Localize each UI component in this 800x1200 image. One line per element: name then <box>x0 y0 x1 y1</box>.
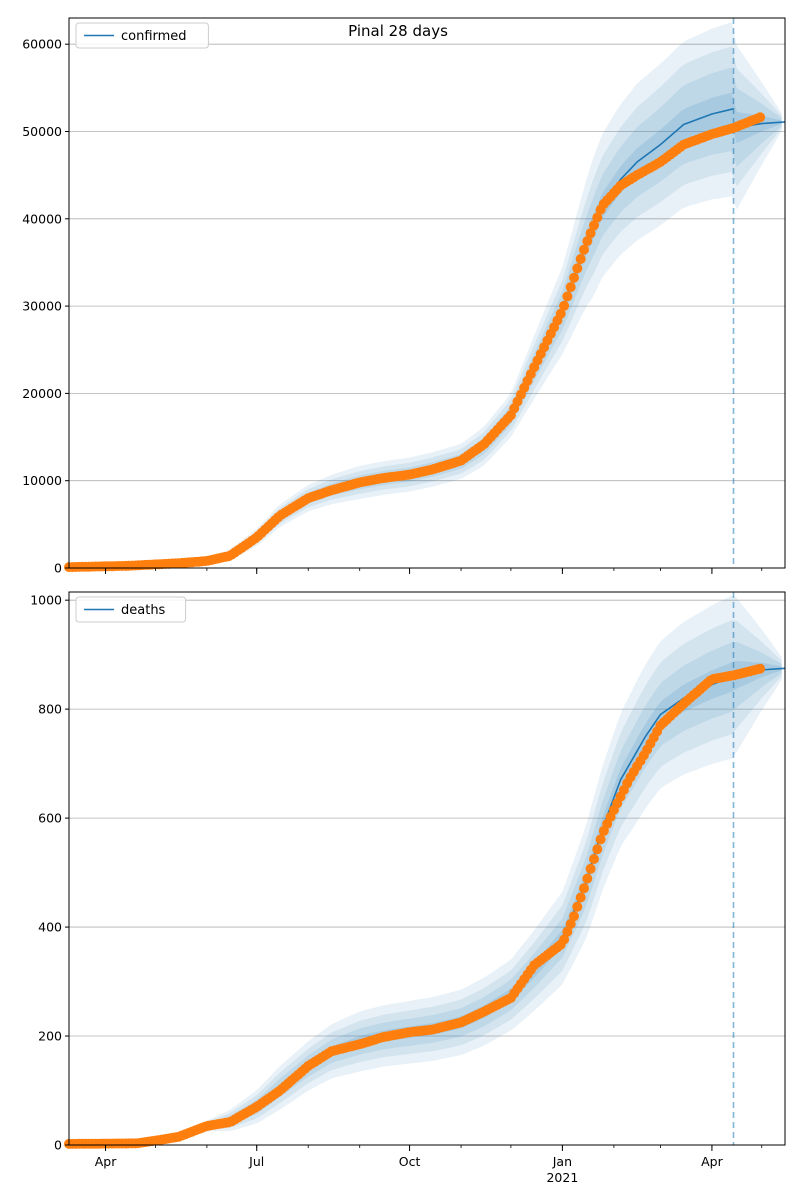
observed-point <box>582 873 593 884</box>
y-tick-label: 30000 <box>22 299 62 314</box>
observed-point <box>589 854 599 864</box>
y-tick-label: 20000 <box>22 386 62 401</box>
observed-point <box>585 228 596 239</box>
observed-point <box>562 926 573 937</box>
observed-point <box>572 901 583 912</box>
confirmed-panel: 0 10000 20000 30000 40000 50000 60000 confirmed <box>22 17 786 576</box>
observed-point <box>592 212 603 223</box>
y-tick-label: 600 <box>38 811 62 826</box>
y-tick-label: 60000 <box>22 37 62 52</box>
observed-point <box>755 112 766 123</box>
axes-frame <box>68 17 786 569</box>
observed-point <box>579 244 589 255</box>
uncertainty-band-1 <box>69 46 782 567</box>
legend: deaths <box>75 596 187 623</box>
observed-point <box>582 236 593 247</box>
x-tick-label: Apr <box>701 1154 723 1169</box>
observed-point <box>579 883 589 894</box>
legend-label: deaths <box>121 603 166 618</box>
observed-point <box>575 892 586 903</box>
figure-title: Pinal 28 days <box>348 22 448 40</box>
observed-point <box>565 282 576 293</box>
observed-point <box>589 220 599 231</box>
observed-point <box>585 863 596 874</box>
x-tick-label: Jul <box>248 1154 264 1169</box>
legend-box <box>75 22 209 49</box>
observed-point <box>755 663 766 674</box>
legend-label: confirmed <box>121 29 187 44</box>
uncertainty-band-0 <box>69 22 782 568</box>
y-tick-label: 200 <box>38 1029 62 1044</box>
uncertainty-band-2 <box>69 67 782 567</box>
observed-point <box>595 834 606 845</box>
observed-point <box>569 272 579 283</box>
x-tick-year-label: 2021 <box>546 1170 578 1185</box>
observed-point <box>559 300 570 311</box>
observed-point <box>565 919 576 929</box>
uncertainty-band-1 <box>69 620 782 1145</box>
y-tick-label: 400 <box>38 920 62 935</box>
y-tick-label: 0 <box>54 1138 62 1153</box>
y-tick-label: 10000 <box>22 473 62 488</box>
observed-point <box>569 911 579 922</box>
y-tick-label: 800 <box>38 702 62 717</box>
observed-point <box>575 254 586 264</box>
observed-point <box>592 844 603 855</box>
legend: confirmed <box>75 22 209 49</box>
y-tick-label: 0 <box>54 561 62 576</box>
axes-frame <box>68 591 786 1146</box>
x-tick-label: Oct <box>399 1154 421 1169</box>
x-tick-label: Jan <box>552 1154 572 1169</box>
x-tick-label: Apr <box>95 1154 117 1169</box>
observed-point <box>555 308 566 319</box>
observed-point <box>572 263 583 274</box>
y-tick-label: 1000 <box>30 593 62 608</box>
uncertainty-band-2 <box>69 641 782 1145</box>
observed-point <box>559 934 570 945</box>
y-tick-label: 50000 <box>22 124 62 139</box>
y-tick-label: 40000 <box>22 211 62 226</box>
observed-point <box>562 291 573 302</box>
legend-box <box>75 596 187 623</box>
